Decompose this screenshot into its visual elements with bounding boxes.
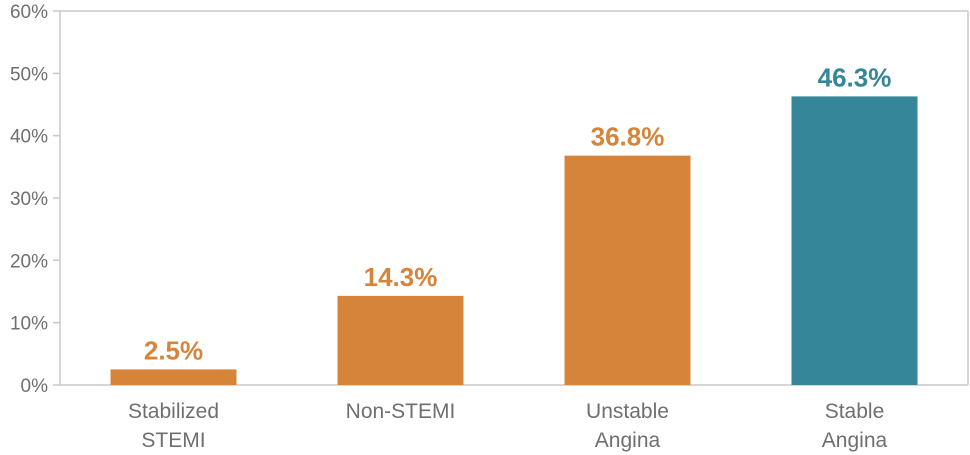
data-label: 36.8% bbox=[591, 122, 665, 152]
bar bbox=[791, 96, 918, 385]
category-label: Stable Angina bbox=[822, 400, 888, 452]
y-tick-label: 40% bbox=[10, 127, 48, 148]
category-label-line: Angina bbox=[595, 429, 661, 452]
y-tick-label: 10% bbox=[10, 314, 48, 335]
category-label: Unstable Angina bbox=[586, 400, 669, 452]
category-label-line: Non-STEMI bbox=[346, 400, 456, 423]
category-label-line: STEMI bbox=[141, 429, 205, 452]
data-label: 46.3% bbox=[818, 62, 892, 92]
y-tick-label: 0% bbox=[21, 376, 49, 397]
category-label: Stabilized STEMI bbox=[128, 400, 219, 452]
bar bbox=[564, 155, 691, 385]
y-tick-label: 60% bbox=[10, 2, 48, 23]
data-labels: 2.5% 14.3% 36.8% 46.3% bbox=[144, 62, 892, 365]
category-label-line: Unstable bbox=[586, 400, 669, 423]
bar-series bbox=[110, 96, 918, 385]
y-tick-label: 20% bbox=[10, 251, 48, 272]
category-label-line: Angina bbox=[822, 429, 888, 452]
y-axis-ticks: 0% 10% 20% 30% 40% 50% 60% bbox=[10, 2, 60, 397]
category-label: Non-STEMI bbox=[346, 400, 456, 423]
data-label: 2.5% bbox=[144, 335, 203, 365]
y-tick-label: 30% bbox=[10, 189, 48, 210]
y-tick-label: 50% bbox=[10, 64, 48, 85]
bar bbox=[110, 369, 237, 385]
category-label-line: Stable bbox=[825, 400, 885, 423]
category-label-line: Stabilized bbox=[128, 400, 219, 423]
data-label: 14.3% bbox=[364, 262, 438, 292]
bar bbox=[337, 295, 464, 385]
